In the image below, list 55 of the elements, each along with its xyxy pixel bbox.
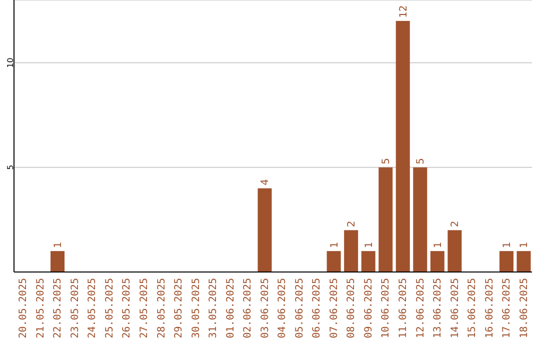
x-tick-label: 03.06.2025	[260, 278, 271, 338]
x-tick-label: 21.05.2025	[35, 278, 46, 338]
x-tick-label: 30.05.2025	[190, 278, 202, 338]
x-tick-label: 09.06.2025	[363, 278, 374, 338]
bar	[499, 251, 514, 272]
x-tick-label: 16.06.2025	[484, 278, 496, 338]
data-label: 1	[519, 242, 530, 248]
x-tick-label: 13.06.2025	[432, 278, 444, 338]
x-tick-label: 15.06.2025	[467, 278, 478, 338]
x-tick-label: 29.05.2025	[174, 278, 185, 338]
x-tick-label: 12.06.2025	[415, 278, 426, 338]
x-tick-label: 31.05.2025	[208, 278, 220, 338]
data-label: 5	[416, 158, 427, 164]
bar	[378, 167, 393, 272]
x-tick-label: 27.05.2025	[139, 278, 150, 338]
x-tick-label: 14.06.2025	[450, 278, 461, 338]
bar	[413, 167, 428, 272]
bar	[258, 188, 272, 272]
x-tick-label: 17.06.2025	[502, 278, 513, 338]
x-tick-label: 02.06.2025	[242, 278, 254, 338]
data-label: 4	[260, 178, 272, 186]
bar	[430, 251, 444, 272]
x-tick-label: 05.06.2025	[294, 278, 306, 338]
bar	[396, 20, 410, 272]
data-label: 1	[53, 242, 64, 248]
data-label: 1	[502, 242, 513, 248]
bar	[50, 251, 65, 272]
x-tick-label: 10.06.2025	[380, 278, 392, 338]
bar	[326, 251, 341, 272]
x-tick-label: 18.06.2025	[518, 278, 530, 338]
data-label: 1	[329, 242, 340, 248]
data-label: 12	[398, 5, 410, 18]
bar	[361, 251, 376, 272]
data-label: 2	[346, 220, 358, 228]
x-tick-label: 08.06.2025	[346, 278, 358, 338]
x-tick-label: 22.05.2025	[52, 278, 64, 338]
data-label: 1	[364, 242, 375, 248]
x-tick-label: 06.06.2025	[312, 278, 323, 338]
x-tick-label: 01.06.2025	[225, 278, 236, 338]
x-tick-label: 04.06.2025	[277, 278, 288, 338]
x-tick-label: 28.05.2025	[156, 278, 168, 338]
data-label: 2	[450, 220, 462, 228]
x-tick-label: 23.05.2025	[70, 278, 81, 338]
bar	[344, 230, 358, 272]
data-label: 1	[432, 242, 444, 248]
x-tick-label: 11.06.2025	[398, 278, 409, 338]
bar	[516, 251, 531, 272]
x-tick-label: 07.06.2025	[328, 278, 340, 338]
x-tick-label: 24.05.2025	[87, 278, 98, 338]
x-tick-label: 26.05.2025	[122, 278, 133, 338]
x-tick-label: 20.05.2025	[18, 278, 30, 338]
x-tick-label: 25.05.2025	[104, 278, 116, 338]
bar	[448, 230, 462, 272]
y-tick-label: 10	[6, 58, 15, 68]
data-label: 5	[381, 158, 392, 164]
